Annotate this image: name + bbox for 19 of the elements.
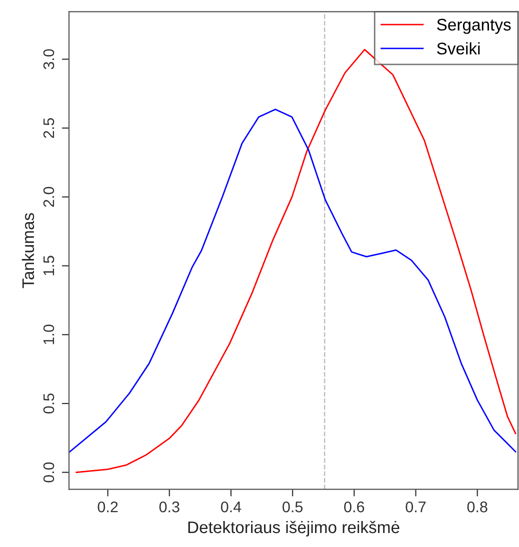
- y-tick-label: 0.0: [43, 462, 54, 482]
- x-tick-label: 0.7: [406, 502, 426, 512]
- y-axis-title: Tankumas: [22, 213, 34, 288]
- line-series: [69, 108, 516, 454]
- x-tick-label: 0.3: [159, 502, 180, 512]
- x-tick-label: 0.5: [282, 502, 303, 512]
- x-axis-title: Detektoriaus išėjimo reikšmė: [188, 520, 400, 536]
- legend-label: Sergantys: [437, 18, 511, 34]
- x-tick-label: 0.4: [220, 502, 242, 512]
- y-tick-label: 1.0: [43, 324, 54, 344]
- y-tick-label: 2.0: [43, 186, 54, 207]
- legend-label: Sveiki: [437, 42, 480, 54]
- y-tick-label: 0.5: [43, 394, 54, 414]
- y-tick-label: 1.5: [44, 256, 54, 276]
- y-tick-label: 2.5: [43, 118, 54, 138]
- y-tick-label: 3.0: [43, 49, 54, 70]
- x-tick-label: 0.6: [344, 502, 364, 512]
- x-tick-label: 0.8: [467, 502, 488, 512]
- x-tick-label: 0.2: [98, 502, 118, 512]
